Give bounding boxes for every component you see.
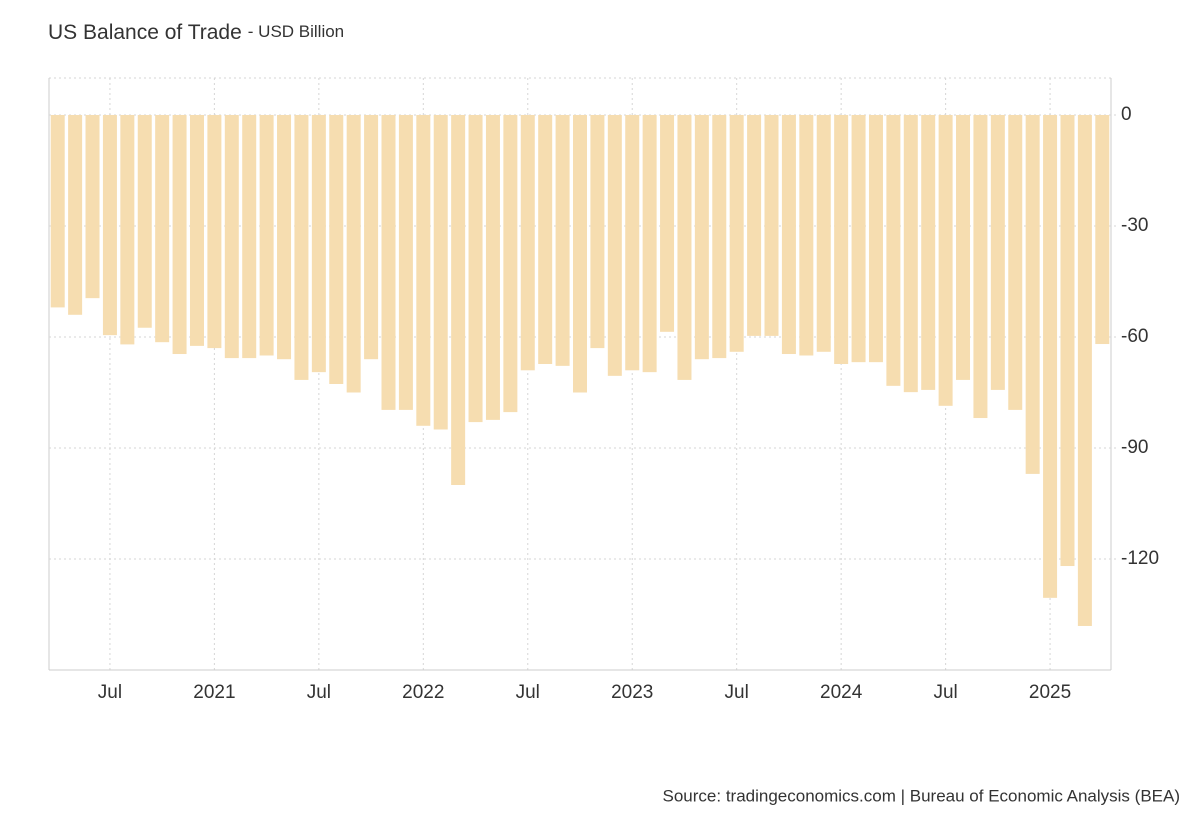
y-tick-label: 0 [1121, 104, 1132, 125]
bar [1095, 115, 1110, 345]
bar [1008, 115, 1023, 410]
bar [364, 115, 379, 360]
bar [886, 115, 901, 386]
bar [1043, 115, 1058, 598]
bar [834, 115, 849, 365]
bar [520, 115, 535, 371]
bar [729, 115, 744, 352]
bar [973, 115, 988, 419]
bar [625, 115, 640, 371]
bar [816, 115, 831, 352]
bar [189, 115, 204, 346]
bar [381, 115, 396, 410]
x-tick-label: Jul [516, 682, 540, 703]
bar [277, 115, 292, 360]
x-tick-label: Jul [725, 682, 749, 703]
source: Source: tradingeconomics.com | Bureau of… [663, 786, 1180, 805]
bar [242, 115, 257, 359]
bar [1025, 115, 1040, 474]
bar [155, 115, 170, 343]
bar [1077, 115, 1092, 626]
y-tick-label: -90 [1121, 437, 1148, 458]
x-tick-label: 2024 [820, 682, 863, 703]
bar [451, 115, 466, 485]
bar [311, 115, 326, 373]
x-tick-label: Jul [98, 682, 122, 703]
bar [712, 115, 727, 359]
y-tick-label: -120 [1121, 548, 1159, 569]
bar [868, 115, 883, 363]
bar [607, 115, 622, 376]
bar [102, 115, 117, 336]
bar [694, 115, 709, 360]
x-tick-label: 2021 [193, 682, 235, 703]
bar [68, 115, 83, 315]
chart-title: US Balance of Trade - USD Billion [48, 21, 344, 44]
bar [416, 115, 431, 426]
bar [642, 115, 657, 373]
bar [120, 115, 135, 345]
bar [433, 115, 448, 430]
bar [224, 115, 239, 359]
bar [294, 115, 309, 380]
bar [573, 115, 587, 393]
bar [938, 115, 953, 406]
bar [781, 115, 796, 355]
bar [259, 115, 274, 356]
bar [468, 115, 483, 423]
bar [398, 115, 413, 410]
bar [764, 115, 779, 336]
bar [990, 115, 1005, 390]
x-tick-label: 2023 [611, 682, 653, 703]
bar [503, 115, 518, 413]
bar [85, 115, 100, 299]
bar [346, 115, 361, 393]
subtitle: - USD Billion [248, 22, 344, 41]
bar [207, 115, 222, 349]
y-tick-label: -30 [1121, 215, 1148, 236]
x-tick-label: 2025 [1029, 682, 1071, 703]
bar [921, 115, 936, 390]
x-tick-label: 2022 [402, 682, 444, 703]
bar [555, 115, 570, 366]
x-tick-label: Jul [933, 682, 957, 703]
bar [799, 115, 814, 356]
bar [329, 115, 344, 384]
bar [660, 115, 675, 332]
bar [956, 115, 971, 380]
bar [677, 115, 692, 380]
bar [485, 115, 500, 420]
bar [903, 115, 918, 393]
x-tick-label: Jul [307, 682, 331, 703]
title-text: US Balance of Trade [48, 21, 242, 44]
bar [538, 115, 553, 365]
bar [172, 115, 187, 355]
y-tick-label: -60 [1121, 326, 1148, 347]
bar [747, 115, 762, 336]
bar [851, 115, 866, 363]
bar [137, 115, 152, 328]
bar [50, 115, 65, 308]
bar [1060, 115, 1075, 567]
bar [590, 115, 605, 349]
